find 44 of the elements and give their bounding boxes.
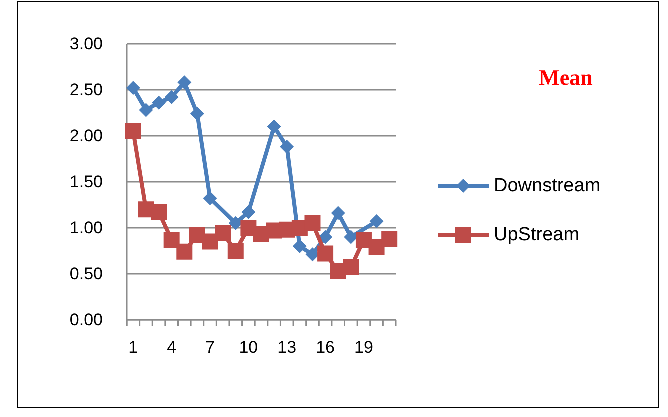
x-tick-label: 13 bbox=[278, 338, 297, 357]
point bbox=[267, 120, 282, 134]
point bbox=[306, 248, 320, 262]
point bbox=[318, 246, 334, 262]
y-tick-label: 0.50 bbox=[70, 264, 103, 284]
point bbox=[382, 231, 398, 248]
y-tick-label: 0.00 bbox=[70, 310, 103, 330]
point bbox=[356, 232, 372, 248]
point bbox=[176, 244, 193, 260]
point bbox=[178, 76, 192, 90]
point bbox=[280, 140, 294, 154]
point bbox=[318, 230, 333, 244]
point bbox=[190, 106, 204, 121]
y-tick-label: 1.50 bbox=[70, 172, 103, 192]
legend-label: UpStream bbox=[494, 224, 580, 246]
y-tick-label: 2.00 bbox=[70, 126, 103, 146]
x-tick-label: 10 bbox=[239, 338, 258, 357]
x-tick-label: 19 bbox=[354, 338, 374, 357]
point bbox=[370, 214, 384, 229]
point bbox=[228, 216, 243, 230]
point bbox=[215, 226, 232, 242]
legend-label: Downstream bbox=[494, 176, 601, 196]
x-tick-label: 1 bbox=[128, 338, 138, 357]
x-tick-label: 4 bbox=[167, 338, 177, 357]
point bbox=[304, 215, 321, 232]
point bbox=[151, 204, 168, 220]
point bbox=[152, 96, 166, 110]
point bbox=[164, 90, 179, 104]
y-tick-label: 2.50 bbox=[70, 80, 103, 100]
point bbox=[139, 103, 154, 118]
text: Mean bbox=[539, 65, 593, 90]
point bbox=[331, 206, 346, 220]
y-tick-label: 1.00 bbox=[70, 218, 103, 238]
point bbox=[125, 123, 142, 140]
point bbox=[242, 205, 256, 220]
x-tick-label: 16 bbox=[316, 338, 336, 357]
point bbox=[228, 243, 244, 259]
point bbox=[126, 81, 140, 96]
y-tick-label: 3.00 bbox=[70, 34, 103, 54]
point bbox=[164, 232, 180, 248]
point bbox=[203, 192, 218, 206]
point bbox=[343, 260, 360, 276]
point bbox=[292, 239, 307, 254]
x-tick-label: 7 bbox=[206, 338, 215, 357]
